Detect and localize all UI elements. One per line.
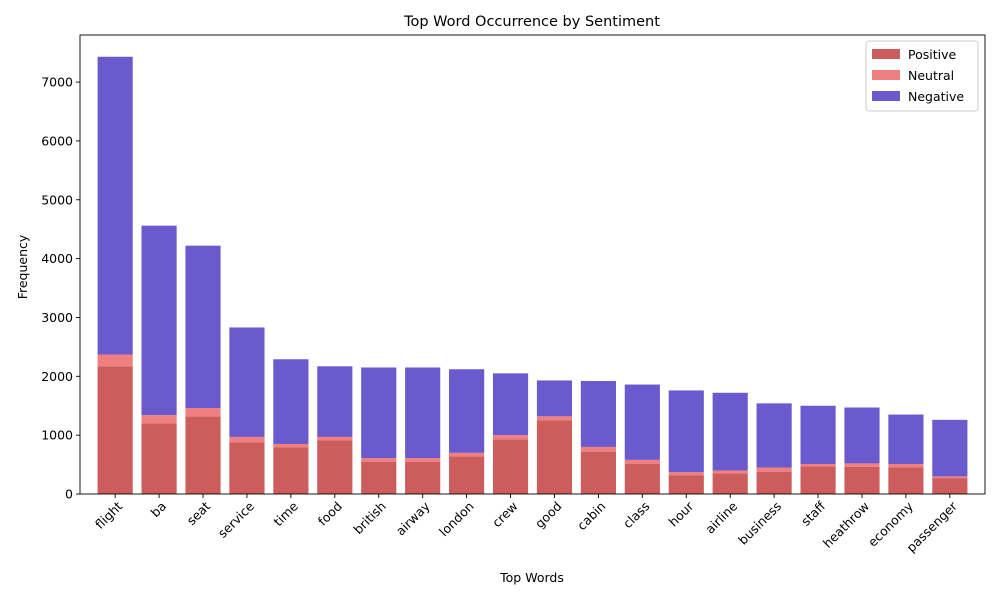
bar-neutral-london bbox=[449, 453, 484, 457]
bar-neutral-class bbox=[625, 460, 660, 464]
bar-positive-seat bbox=[185, 416, 220, 494]
bar-positive-cabin bbox=[581, 452, 616, 494]
bar-negative-airline bbox=[713, 393, 748, 471]
bar-negative-service bbox=[229, 327, 264, 436]
bar-neutral-food bbox=[317, 437, 352, 441]
x-tick-label-good: good bbox=[532, 499, 565, 532]
legend-swatch-neutral bbox=[872, 70, 900, 80]
bar-neutral-time bbox=[273, 444, 308, 448]
x-tick-label-london: london bbox=[436, 499, 477, 540]
bar-positive-airway bbox=[405, 462, 440, 494]
bar-neutral-economy bbox=[888, 464, 923, 468]
x-tick-label-ba: ba bbox=[148, 499, 170, 521]
bar-positive-good bbox=[537, 420, 572, 494]
legend-label-positive: Positive bbox=[908, 47, 956, 62]
bar-negative-crew bbox=[493, 373, 528, 435]
bar-positive-food bbox=[317, 440, 352, 494]
bar-negative-british bbox=[361, 367, 396, 458]
x-tick-label-service: service bbox=[215, 498, 257, 540]
x-tick-label-airline: airline bbox=[702, 498, 740, 536]
bar-neutral-seat bbox=[185, 408, 220, 416]
bar-positive-crew bbox=[493, 439, 528, 494]
bar-negative-cabin bbox=[581, 381, 616, 447]
chart-title: Top Word Occurrence by Sentiment bbox=[403, 14, 660, 30]
bar-negative-airway bbox=[405, 367, 440, 458]
x-tick-label-class: class bbox=[620, 499, 653, 532]
x-tick-label-british: british bbox=[350, 499, 388, 537]
y-tick-label-6000: 6000 bbox=[41, 133, 73, 148]
bar-negative-london bbox=[449, 369, 484, 453]
legend-label-negative: Negative bbox=[908, 89, 964, 104]
bar-negative-economy bbox=[888, 415, 923, 464]
x-tick-label-time: time bbox=[270, 498, 301, 529]
bar-neutral-cabin bbox=[581, 447, 616, 452]
y-axis-label: Frequency bbox=[15, 234, 30, 299]
x-tick-label-crew: crew bbox=[489, 499, 521, 531]
x-tick-label-staff: staff bbox=[798, 498, 828, 528]
bar-neutral-flight bbox=[98, 355, 133, 367]
y-tick-label-4000: 4000 bbox=[41, 251, 73, 266]
bar-neutral-staff bbox=[800, 464, 835, 466]
bars-layer bbox=[98, 57, 968, 494]
legend-swatch-positive bbox=[872, 49, 900, 59]
y-tick-label-7000: 7000 bbox=[41, 75, 73, 90]
bar-positive-london bbox=[449, 456, 484, 494]
bar-negative-flight bbox=[98, 57, 133, 355]
bar-neutral-british bbox=[361, 458, 396, 462]
bar-positive-staff bbox=[800, 466, 835, 494]
bar-negative-business bbox=[757, 403, 792, 467]
x-tick-label-seat: seat bbox=[184, 498, 214, 528]
bar-positive-flight bbox=[98, 366, 133, 494]
bar-negative-class bbox=[625, 385, 660, 460]
bar-negative-staff bbox=[800, 406, 835, 464]
y-tick-label-2000: 2000 bbox=[41, 369, 73, 384]
x-tick-label-food: food bbox=[315, 499, 345, 529]
bar-negative-seat bbox=[185, 246, 220, 408]
bar-positive-business bbox=[757, 472, 792, 494]
bar-positive-ba bbox=[142, 423, 177, 494]
bar-neutral-business bbox=[757, 468, 792, 472]
bar-positive-economy bbox=[888, 468, 923, 494]
bar-positive-class bbox=[625, 464, 660, 494]
x-tick-label-cabin: cabin bbox=[574, 499, 609, 534]
bar-neutral-good bbox=[537, 416, 572, 420]
x-tick-label-business: business bbox=[735, 499, 784, 548]
bar-positive-british bbox=[361, 462, 396, 494]
y-tick-label-5000: 5000 bbox=[41, 192, 73, 207]
bar-negative-hour bbox=[669, 390, 704, 472]
bar-positive-airline bbox=[713, 473, 748, 494]
legend-swatch-negative bbox=[872, 91, 900, 101]
bar-neutral-crew bbox=[493, 435, 528, 439]
bar-positive-service bbox=[229, 442, 264, 494]
bar-neutral-service bbox=[229, 437, 264, 442]
bar-neutral-airway bbox=[405, 458, 440, 462]
x-tick-label-flight: flight bbox=[92, 498, 125, 531]
bar-negative-passenger bbox=[932, 420, 967, 476]
bar-neutral-hour bbox=[669, 472, 704, 475]
x-axis-label: Top Words bbox=[499, 570, 564, 585]
legend: Positive Neutral Negative bbox=[866, 41, 978, 111]
legend-label-neutral: Neutral bbox=[908, 68, 954, 83]
bar-negative-good bbox=[537, 380, 572, 416]
bar-positive-heathrow bbox=[844, 467, 879, 494]
bar-negative-food bbox=[317, 366, 352, 437]
bar-negative-ba bbox=[142, 226, 177, 415]
bar-positive-time bbox=[273, 448, 308, 494]
bar-positive-passenger bbox=[932, 478, 967, 494]
x-tick-label-heathrow: heathrow bbox=[820, 499, 872, 551]
bar-neutral-passenger bbox=[932, 476, 967, 478]
y-tick-label-1000: 1000 bbox=[41, 428, 73, 443]
y-tick-label-0: 0 bbox=[65, 487, 73, 502]
bar-neutral-heathrow bbox=[844, 463, 879, 467]
x-tick-label-hour: hour bbox=[666, 498, 697, 529]
bar-neutral-airline bbox=[713, 470, 748, 473]
bar-negative-time bbox=[273, 359, 308, 444]
x-tick-label-airway: airway bbox=[393, 498, 433, 538]
bar-neutral-ba bbox=[142, 415, 177, 423]
bar-positive-hour bbox=[669, 475, 704, 494]
y-tick-label-3000: 3000 bbox=[41, 310, 73, 325]
bar-negative-heathrow bbox=[844, 408, 879, 464]
